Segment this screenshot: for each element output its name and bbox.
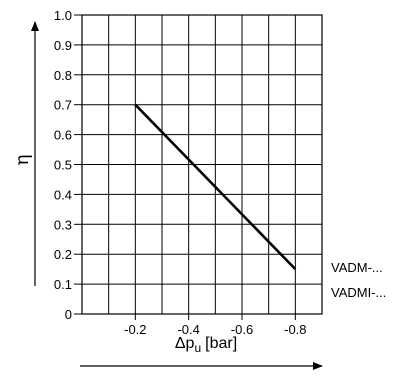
series [134, 103, 297, 271]
x-tick-label: -0.2 [124, 322, 146, 337]
y-tick-label: 0.9 [54, 38, 72, 53]
y-tick-label: 0.3 [54, 217, 72, 232]
label-vadm: VADM-... [331, 260, 383, 275]
y-tick-label: 0.2 [54, 247, 72, 262]
y-tick-label: 0 [65, 307, 72, 322]
y-axis-title: η [11, 154, 33, 165]
axes [74, 14, 323, 320]
grid [82, 14, 322, 314]
y-tick-label: 0.7 [54, 98, 72, 113]
y-tick-label: 0.4 [54, 187, 72, 202]
y-tick-label: 0.5 [54, 158, 72, 173]
tick-labels: 0 0.1 0.2 0.3 0.4 0.5 0.6 0.7 0.8 0.9 1.0 -0.2 -0.4 -… [54, 8, 307, 337]
y-tick-label: 0.8 [54, 68, 72, 83]
series-line [134, 103, 297, 271]
x-tick-label: -0.8 [284, 322, 306, 337]
x-tick-label: -0.4 [177, 322, 199, 337]
y-tick-label: 0.1 [54, 277, 72, 292]
y-tick-label: 1.0 [54, 8, 72, 23]
y-tick-label: 0.6 [54, 128, 72, 143]
label-vadmi: VADMI-... [331, 285, 386, 300]
x-axis-title: Δpu [bar] [175, 335, 237, 355]
x-tick-label: -0.6 [231, 322, 253, 337]
